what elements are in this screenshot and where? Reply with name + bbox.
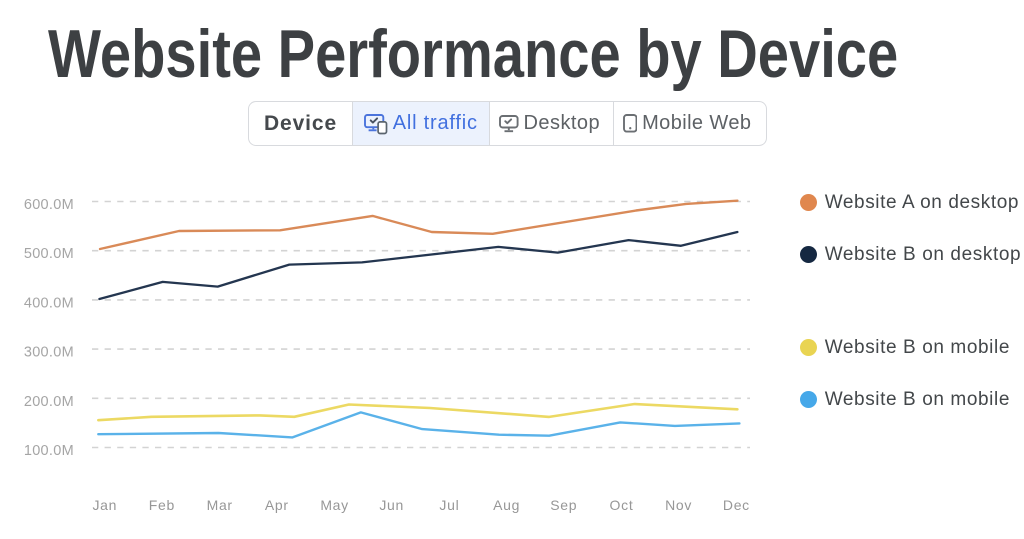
svg-text:Oct: Oct (610, 497, 634, 513)
svg-text:Sep: Sep (550, 497, 577, 513)
svg-text:May: May (320, 497, 349, 513)
svg-text:Jul: Jul (439, 497, 459, 513)
svg-text:500.0M: 500.0M (24, 246, 74, 262)
svg-text:Feb: Feb (149, 497, 175, 513)
svg-text:200.0M: 200.0M (24, 394, 74, 410)
svg-text:600.0M: 600.0M (24, 197, 74, 213)
svg-text:400.0M: 400.0M (24, 295, 74, 311)
svg-text:Apr: Apr (265, 497, 289, 513)
svg-text:Aug: Aug (493, 497, 520, 513)
svg-text:Jan: Jan (92, 497, 117, 513)
svg-text:Mar: Mar (207, 497, 233, 513)
svg-text:Dec: Dec (723, 497, 750, 513)
svg-text:300.0M: 300.0M (24, 345, 74, 361)
svg-text:Nov: Nov (665, 497, 692, 513)
svg-text:100.0M: 100.0M (24, 443, 74, 459)
svg-text:Jun: Jun (379, 497, 404, 513)
